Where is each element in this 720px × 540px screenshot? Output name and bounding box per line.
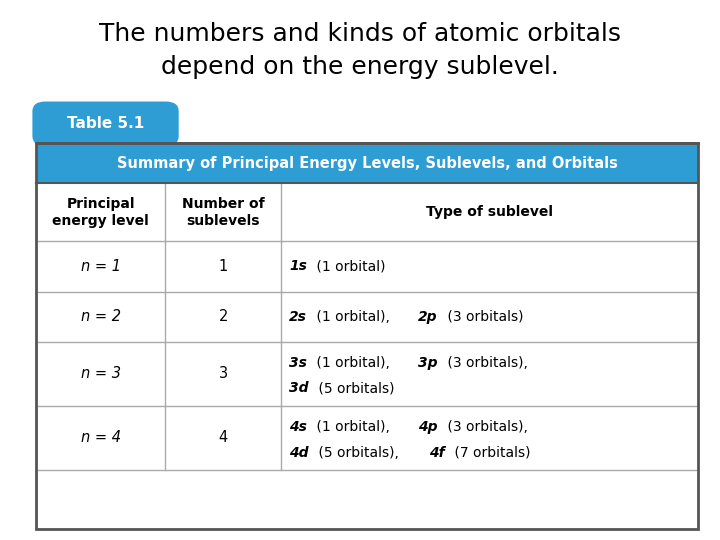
Text: The numbers and kinds of atomic orbitals
depend on the energy sublevel.: The numbers and kinds of atomic orbitals… <box>99 22 621 79</box>
Text: (3 orbitals),: (3 orbitals), <box>444 356 528 370</box>
Text: 3d: 3d <box>289 381 309 395</box>
Text: (1 orbital),: (1 orbital), <box>312 356 395 370</box>
Text: 4: 4 <box>218 430 228 445</box>
Text: (3 orbitals),: (3 orbitals), <box>444 420 528 434</box>
Bar <box>36 143 698 183</box>
Bar <box>36 292 698 342</box>
Bar <box>36 241 698 292</box>
Text: (1 orbital): (1 orbital) <box>312 260 386 273</box>
Text: (5 orbitals): (5 orbitals) <box>314 381 395 395</box>
Text: n = 4: n = 4 <box>81 430 120 445</box>
Text: 2: 2 <box>218 309 228 324</box>
Text: 4f: 4f <box>429 446 445 460</box>
Text: Number of
sublevels: Number of sublevels <box>182 197 264 228</box>
Text: 4s: 4s <box>289 420 307 434</box>
Text: (3 orbitals): (3 orbitals) <box>444 310 524 323</box>
Text: Principal
energy level: Principal energy level <box>53 197 149 228</box>
Text: 1: 1 <box>218 259 228 274</box>
Text: (7 orbitals): (7 orbitals) <box>449 446 530 460</box>
Text: Table 5.1: Table 5.1 <box>67 116 144 131</box>
Text: (5 orbitals),: (5 orbitals), <box>314 446 403 460</box>
Text: (1 orbital),: (1 orbital), <box>312 310 395 323</box>
Text: 4d: 4d <box>289 446 309 460</box>
FancyBboxPatch shape <box>32 102 179 146</box>
Text: (1 orbital),: (1 orbital), <box>312 420 395 434</box>
Text: Type of sublevel: Type of sublevel <box>426 205 553 219</box>
Text: 4p: 4p <box>418 420 438 434</box>
Text: 2s: 2s <box>289 310 307 323</box>
Text: 3: 3 <box>219 366 228 381</box>
Text: 3p: 3p <box>418 356 438 370</box>
Text: n = 1: n = 1 <box>81 259 120 274</box>
Text: n = 2: n = 2 <box>81 309 120 324</box>
Text: 1s: 1s <box>289 260 307 273</box>
Text: n = 3: n = 3 <box>81 366 120 381</box>
Text: 3s: 3s <box>289 356 307 370</box>
Text: Summary of Principal Energy Levels, Sublevels, and Orbitals: Summary of Principal Energy Levels, Subl… <box>117 156 618 171</box>
Text: 2p: 2p <box>418 310 438 323</box>
